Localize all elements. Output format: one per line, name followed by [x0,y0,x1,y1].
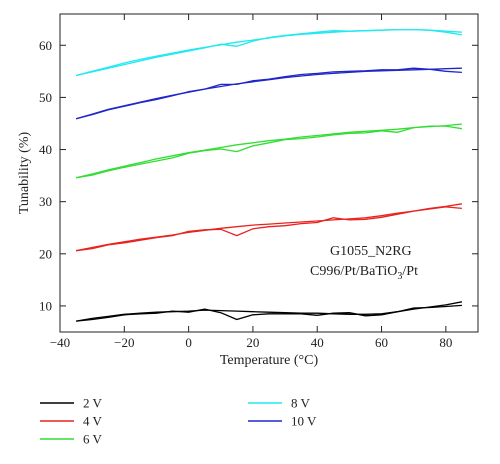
legend-label: 6 V [83,432,103,447]
legend-item-4v: 4 V [40,414,103,429]
x-axis-title: Temperature (°C) [220,353,319,368]
y-tick-label: 40 [39,142,52,157]
x-tick-labels: −40 −20 0 20 40 60 80 [50,335,453,350]
legend: 2 V 4 V 6 V 8 V 10 V [40,396,317,447]
x-tick-label: 20 [246,335,259,350]
x-tick-label: 40 [311,335,324,350]
series-lines [75,28,463,322]
series-line-4v-run-1 [75,203,463,252]
x-tick-label: 60 [375,335,388,350]
series-line-6v-run-2 [75,125,463,179]
y-tick-label: 10 [39,298,52,313]
series-line-10v-run-1 [75,67,462,120]
series-line-4v-run-2 [76,206,462,252]
series-line-6v-run-1 [75,123,462,179]
annotation-line-2-suffix: /Pt [402,264,418,279]
series-line-10v-run-2 [75,67,462,120]
plot-area-frame [59,13,479,333]
y-tick-label: 20 [39,246,52,261]
y-axis-title: Tunability (%) [17,132,32,215]
legend-item-10v: 10 V [248,414,317,429]
legend-label: 4 V [83,414,103,429]
annotation-line-2-subscript: 3 [397,271,402,282]
annotation-line-2: C996/Pt/BaTiO3/Pt [310,264,418,282]
series-line-8v-run-2 [75,28,463,77]
series-line-2v-run-1 [75,301,463,322]
legend-label: 8 V [291,396,311,411]
y-tick-label: 60 [39,38,52,53]
legend-label: 2 V [83,396,103,411]
y-tick-labels: 10 20 30 40 50 60 [39,38,52,314]
y-tick-label: 30 [39,194,52,209]
axis-ticks [59,14,478,332]
legend-label: 10 V [291,414,317,429]
legend-item-2v: 2 V [40,396,103,411]
chart-annotation: G1055_N2RG C996/Pt/BaTiO3/Pt [310,244,418,282]
legend-item-8v: 8 V [248,396,311,411]
legend-item-6v: 6 V [40,432,103,447]
x-tick-label: 0 [185,335,192,350]
y-tick-label: 50 [39,90,52,105]
x-tick-label: −40 [50,335,70,350]
x-tick-label: 80 [439,335,452,350]
series-line-2v-run-2 [76,304,462,322]
x-tick-label: −20 [114,335,134,350]
annotation-line-1: G1055_N2RG [330,244,412,259]
annotation-line-2-prefix: C996/Pt/BaTiO [310,264,397,279]
